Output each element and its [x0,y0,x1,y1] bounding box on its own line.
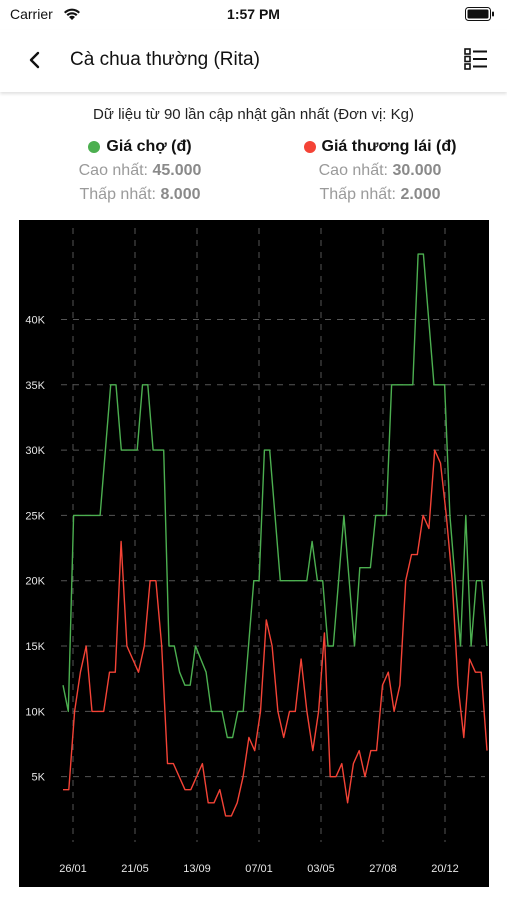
legend-label: Giá chợ (đ) [106,138,192,155]
x-tick-label: 27/08 [369,863,397,875]
list-icon [464,47,488,75]
page-title: Cà chua thường (Rita) [70,49,260,70]
app-header: Cà chua thường (Rita) [0,30,507,92]
battery-icon [465,7,495,21]
y-tick-label: 15K [25,641,45,653]
y-tick-label: 10K [25,706,45,718]
y-tick-label: 30K [25,445,45,457]
y-tick-label: 25K [25,510,45,522]
back-button[interactable] [18,46,50,78]
chart-canvas: 5K 10K 15K 20K 25K 30K 35K 40K 26/01 21/05 13/09 07… [25,228,488,875]
legend-market-price: Giá chợ (đ) Cao nhất: 45.000 Thấp nhất: … [40,138,240,204]
max-stat: Cao nhất: 45.000 [78,162,202,179]
min-value: 2.000 [400,186,441,203]
max-value: 30.000 [392,162,442,179]
chevron-left-icon [28,51,40,74]
red-dot-icon [303,141,316,153]
max-stat: Cao nhất: 30.000 [318,162,442,179]
y-tick-label: 35K [25,380,45,392]
y-tick-label: 5K [32,772,46,784]
max-value: 45.000 [152,162,202,179]
list-menu-button[interactable] [461,46,491,76]
series-line-trader-price [63,449,488,817]
min-stat: Thấp nhất: 2.000 [319,186,441,203]
carrier-label: Carrier [10,6,53,22]
x-tick-label: 03/05 [307,863,335,875]
min-stat: Thấp nhất: 8.000 [79,186,201,203]
x-tick-label: 13/09 [183,863,211,875]
y-tick-label: 40K [25,314,45,326]
price-chart[interactable]: 5K 10K 15K 20K 25K 30K 35K 40K 26/01 21/05 13/09 07… [19,220,489,887]
y-tick-label: 20K [25,576,45,588]
status-bar: Carrier 1:57 PM [0,0,507,30]
status-time: 1:57 PM [227,6,280,22]
x-tick-label: 21/05 [121,863,149,875]
x-tick-label: 26/01 [59,863,87,875]
x-tick-label: 20/12 [431,863,459,875]
x-tick-label: 07/01 [245,863,273,875]
wifi-icon [62,6,82,22]
legend-label: Giá thương lái (đ) [321,138,457,155]
green-dot-icon [88,141,101,153]
min-value: 8.000 [160,186,201,203]
series-line-market-price [62,253,488,739]
legend-trader-price: Giá thương lái (đ) Cao nhất: 30.000 Thấp… [280,138,480,204]
chart-subtitle: Dữ liệu từ 90 lần cập nhật gần nhất (Đơn… [93,106,414,123]
